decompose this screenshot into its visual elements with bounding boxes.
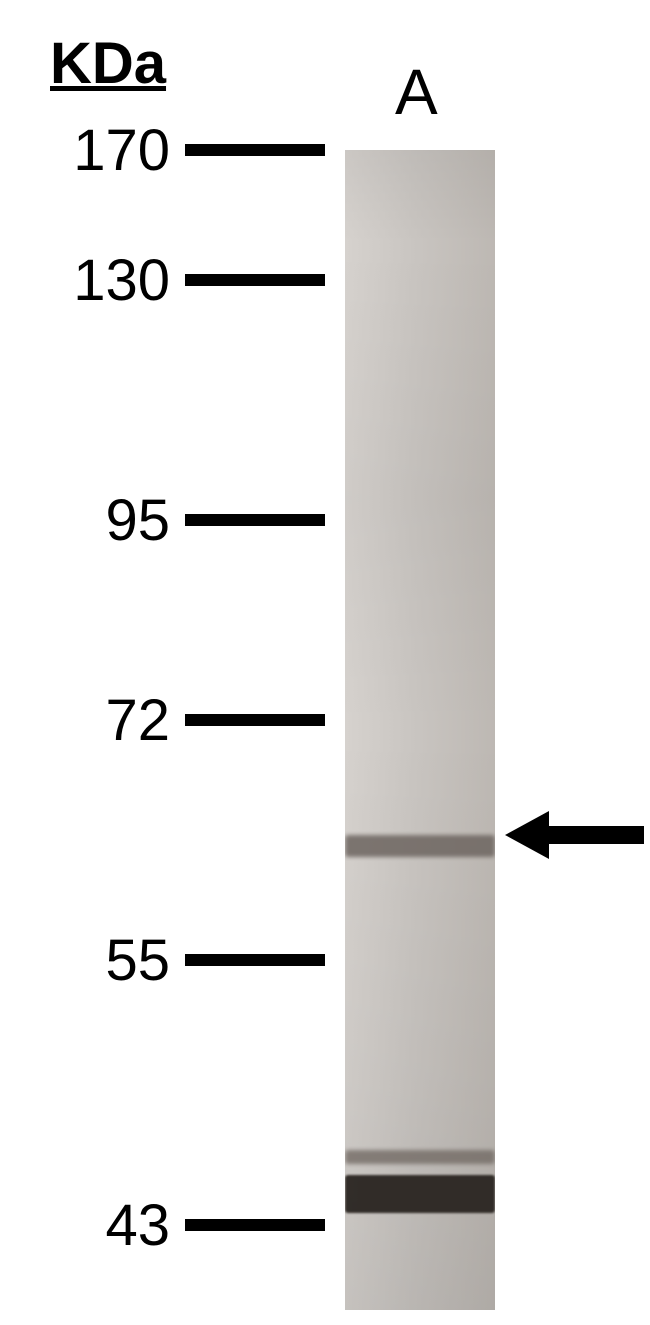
marker-label-95: 95 bbox=[105, 487, 170, 554]
lane-shading bbox=[345, 150, 495, 1310]
marker-tick-55 bbox=[185, 954, 325, 966]
target-band-arrow bbox=[505, 811, 644, 859]
unit-label-kda: KDa bbox=[50, 30, 166, 97]
band-A-1 bbox=[345, 1150, 495, 1164]
band-A-2 bbox=[345, 1175, 495, 1213]
marker-label-170: 170 bbox=[73, 117, 170, 184]
marker-label-43: 43 bbox=[105, 1192, 170, 1259]
marker-tick-95 bbox=[185, 514, 325, 526]
arrow-shaft bbox=[549, 826, 644, 844]
lane-A bbox=[345, 150, 495, 1310]
marker-label-130: 130 bbox=[73, 247, 170, 314]
marker-tick-72 bbox=[185, 714, 325, 726]
marker-tick-130 bbox=[185, 274, 325, 286]
lane-label-A: A bbox=[395, 55, 438, 129]
marker-label-55: 55 bbox=[105, 927, 170, 994]
arrow-head-icon bbox=[505, 811, 549, 859]
western-blot-figure: KDa 170 130 95 72 55 43 A bbox=[0, 0, 650, 1325]
marker-tick-43 bbox=[185, 1219, 325, 1231]
band-A-0 bbox=[345, 835, 495, 857]
marker-label-72: 72 bbox=[105, 687, 170, 754]
marker-tick-170 bbox=[185, 144, 325, 156]
